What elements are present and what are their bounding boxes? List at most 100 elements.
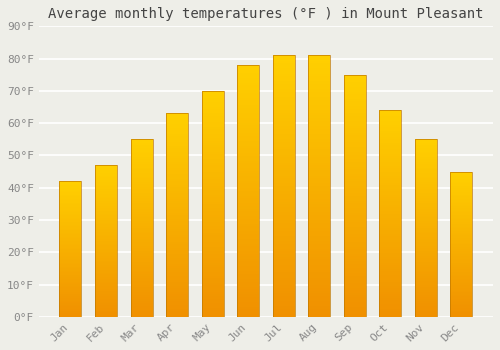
Bar	[308, 103, 330, 105]
Bar	[344, 113, 366, 116]
Bar	[60, 241, 82, 242]
Bar	[308, 105, 330, 108]
Bar	[272, 290, 294, 293]
Bar	[237, 70, 259, 72]
Bar	[166, 168, 188, 170]
Bar	[272, 126, 294, 128]
Bar	[202, 174, 224, 177]
Bar	[450, 177, 472, 179]
Bar	[202, 312, 224, 315]
Bar	[95, 256, 117, 258]
Bar	[450, 261, 472, 263]
Bar	[95, 299, 117, 300]
Bar	[166, 156, 188, 158]
Bar	[308, 225, 330, 228]
Bar	[95, 165, 117, 167]
Bar	[130, 267, 152, 269]
Bar	[202, 141, 224, 143]
Bar	[237, 100, 259, 103]
Bar	[415, 161, 437, 162]
Bar	[166, 284, 188, 286]
Bar	[237, 264, 259, 266]
Bar	[308, 312, 330, 314]
Bar	[380, 257, 402, 259]
Bar	[344, 295, 366, 298]
Bar	[166, 193, 188, 195]
Bar	[380, 296, 402, 298]
Bar	[202, 202, 224, 204]
Bar	[237, 216, 259, 219]
Bar	[415, 232, 437, 233]
Bar	[344, 150, 366, 152]
Bar	[415, 278, 437, 280]
Bar	[272, 249, 294, 251]
Bar	[166, 307, 188, 309]
Bar	[95, 232, 117, 233]
Bar	[450, 202, 472, 203]
Bar	[272, 181, 294, 183]
Bar	[166, 118, 188, 120]
Bar	[60, 279, 82, 280]
Bar	[60, 250, 82, 252]
Bar	[450, 248, 472, 250]
Bar	[344, 135, 366, 138]
Bar	[130, 178, 152, 180]
Bar	[60, 214, 82, 215]
Bar	[237, 146, 259, 148]
Bar	[130, 169, 152, 171]
Bar	[308, 283, 330, 286]
Bar	[202, 242, 224, 245]
Bar	[130, 276, 152, 278]
Bar	[202, 197, 224, 199]
Bar	[380, 156, 402, 158]
Bar	[60, 196, 82, 197]
Bar	[202, 217, 224, 220]
Bar	[450, 241, 472, 243]
Bar	[415, 217, 437, 219]
Bar	[130, 239, 152, 240]
Bar	[272, 265, 294, 267]
Bar	[95, 167, 117, 168]
Bar	[202, 310, 224, 312]
Bar	[415, 249, 437, 251]
Bar	[272, 217, 294, 220]
Bar	[344, 285, 366, 288]
Bar	[308, 272, 330, 275]
Bar	[450, 270, 472, 272]
Bar	[202, 91, 224, 93]
Bar	[272, 71, 294, 74]
Bar	[344, 99, 366, 102]
Bar	[95, 273, 117, 274]
Bar	[308, 270, 330, 272]
Bar	[415, 207, 437, 209]
Bar	[237, 304, 259, 307]
Bar	[237, 138, 259, 141]
Bar	[415, 223, 437, 224]
Bar	[415, 210, 437, 212]
Bar	[380, 152, 402, 154]
Bar	[237, 105, 259, 108]
Bar	[308, 55, 330, 58]
Bar	[237, 302, 259, 304]
Bar	[380, 135, 402, 137]
Bar	[60, 295, 82, 296]
Bar	[95, 229, 117, 230]
Bar	[415, 214, 437, 216]
Bar	[380, 187, 402, 189]
Bar	[450, 224, 472, 225]
Bar	[450, 307, 472, 308]
Bar	[450, 259, 472, 260]
Bar	[415, 178, 437, 180]
Bar	[344, 309, 366, 312]
Bar	[308, 278, 330, 280]
Bar	[344, 97, 366, 99]
Bar	[166, 244, 188, 246]
Bar	[237, 206, 259, 209]
Bar	[450, 195, 472, 196]
Bar	[344, 208, 366, 210]
Bar	[380, 181, 402, 182]
Bar	[380, 168, 402, 170]
Bar	[166, 250, 188, 252]
Bar	[308, 249, 330, 251]
Bar	[60, 275, 82, 276]
